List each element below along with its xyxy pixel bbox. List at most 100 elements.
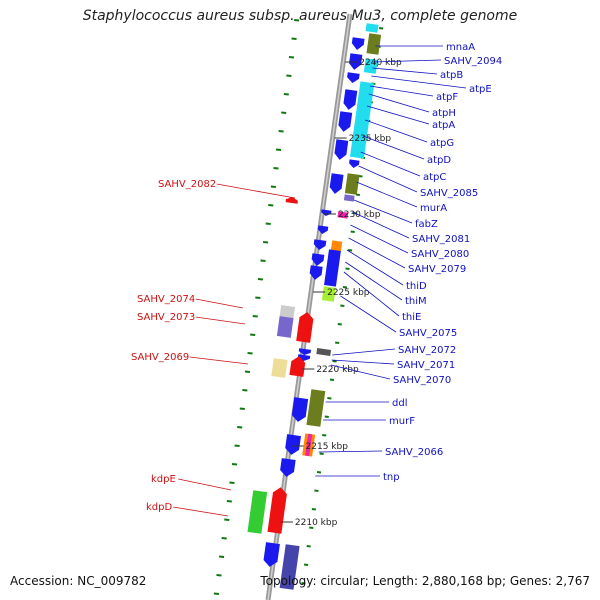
label-leader-line xyxy=(360,151,421,177)
label-leader-line xyxy=(340,295,397,333)
left-track-tick xyxy=(221,537,227,540)
gene-feature xyxy=(285,434,302,455)
gene-label-right: atpH xyxy=(432,108,456,119)
label-leader-line xyxy=(369,85,434,97)
label-leader-line xyxy=(345,261,403,301)
gene-label-left: SAHV_2074 xyxy=(137,294,195,305)
gene-feature xyxy=(349,81,375,159)
left-track-tick xyxy=(239,407,245,410)
gene-feature xyxy=(298,348,312,355)
left-track-tick xyxy=(244,370,251,373)
right-track-tick xyxy=(322,434,327,437)
label-leader-line xyxy=(216,183,296,199)
gene-feature xyxy=(271,358,288,378)
left-track-tick xyxy=(291,37,297,40)
gene-label-right: fabZ xyxy=(415,219,438,230)
gene-feature xyxy=(343,194,355,202)
label-leader-line xyxy=(358,165,418,193)
left-track-tick xyxy=(252,315,258,318)
gene-label-right: SAHV_2079 xyxy=(408,264,466,275)
left-track-tick xyxy=(218,555,225,558)
gene-label-left: SAHV_2069 xyxy=(131,352,189,363)
left-track-tick xyxy=(283,93,289,96)
label-leader-line xyxy=(195,316,246,325)
label-leader-line xyxy=(331,359,395,365)
gene-label-right: atpG xyxy=(430,138,454,149)
gene-label-right: SAHV_2066 xyxy=(385,447,443,458)
gene-label-right: atpE xyxy=(469,84,492,95)
label-leader-line xyxy=(178,478,232,491)
gene-label-right: murF xyxy=(389,416,415,427)
gene-feature xyxy=(330,240,343,252)
genome-title: Staphylococcus aureus subsp. aureus Mu3,… xyxy=(82,8,518,24)
right-track-tick xyxy=(335,341,340,344)
gene-feature xyxy=(247,490,268,534)
right-track-tick xyxy=(303,563,309,566)
left-track-tick xyxy=(213,592,220,595)
left-track-tick xyxy=(265,222,271,225)
left-track-tick xyxy=(250,333,256,336)
label-leader-line xyxy=(343,271,400,317)
label-leader-line xyxy=(356,181,418,208)
gene-feature xyxy=(347,72,360,83)
gene-feature xyxy=(263,542,280,567)
right-track-tick xyxy=(337,323,342,326)
label-leader-line xyxy=(373,59,442,63)
label-leader-line xyxy=(195,298,244,309)
gene-label-right: SAHV_2072 xyxy=(398,345,456,356)
gene-label-right: thiE xyxy=(402,312,421,323)
gene-feature xyxy=(343,89,358,110)
gene-feature xyxy=(276,316,294,338)
label-leader-line xyxy=(352,211,410,239)
right-track-tick xyxy=(319,452,324,455)
right-track-tick xyxy=(301,582,306,585)
gene-label-right: murA xyxy=(420,203,447,214)
label-leader-line xyxy=(372,67,438,75)
gene-feature xyxy=(351,37,365,50)
label-leader-line xyxy=(362,135,425,160)
right-track-tick xyxy=(309,526,314,529)
right-track-tick xyxy=(314,489,319,492)
gene-feature xyxy=(349,159,360,168)
gene-label-right: atpC xyxy=(423,172,446,183)
right-track-tick xyxy=(327,397,332,400)
gene-feature xyxy=(291,397,309,422)
gene-feature xyxy=(337,211,349,219)
gene-feature xyxy=(334,139,349,160)
left-track-tick xyxy=(281,111,287,114)
left-track-tick xyxy=(247,352,253,355)
right-track-tick xyxy=(345,267,350,270)
gene-label-left: kdpD xyxy=(146,502,172,513)
label-leader-line xyxy=(173,506,229,517)
topology-label: Topology: circular; Length: 2,880,168 bp… xyxy=(260,574,590,588)
left-track-tick xyxy=(286,74,292,77)
gene-label-right: atpB xyxy=(440,70,463,81)
gene-label-left: SAHV_2082 xyxy=(158,179,216,190)
gene-label-right: mnaA xyxy=(446,42,475,53)
gene-label-right: atpF xyxy=(436,92,458,103)
label-leader-line xyxy=(318,450,383,453)
gene-label-right: thiM xyxy=(405,296,427,307)
gene-feature xyxy=(321,286,336,302)
scale-tick-label: 2220 kbp xyxy=(316,365,359,375)
gene-label-right: tnp xyxy=(383,472,400,483)
left-track-tick xyxy=(231,463,238,466)
gene-feature xyxy=(306,389,326,427)
left-track-tick xyxy=(278,130,284,133)
gene-label-right: SAHV_2070 xyxy=(393,375,451,386)
gene-label-right: atpD xyxy=(427,155,451,166)
gene-feature xyxy=(279,544,300,590)
right-track-tick xyxy=(306,545,311,548)
right-track-tick xyxy=(347,249,353,252)
label-leader-line xyxy=(348,237,406,269)
gene-feature xyxy=(311,253,325,266)
label-leader-line xyxy=(189,356,249,365)
gene-label-right: ddl xyxy=(392,398,407,409)
left-track-tick xyxy=(216,574,222,577)
gene-feature xyxy=(338,111,353,132)
gene-label-left: kdpE xyxy=(151,474,176,485)
right-track-tick xyxy=(342,286,348,289)
gene-feature xyxy=(280,458,296,477)
right-track-tick xyxy=(311,508,316,511)
